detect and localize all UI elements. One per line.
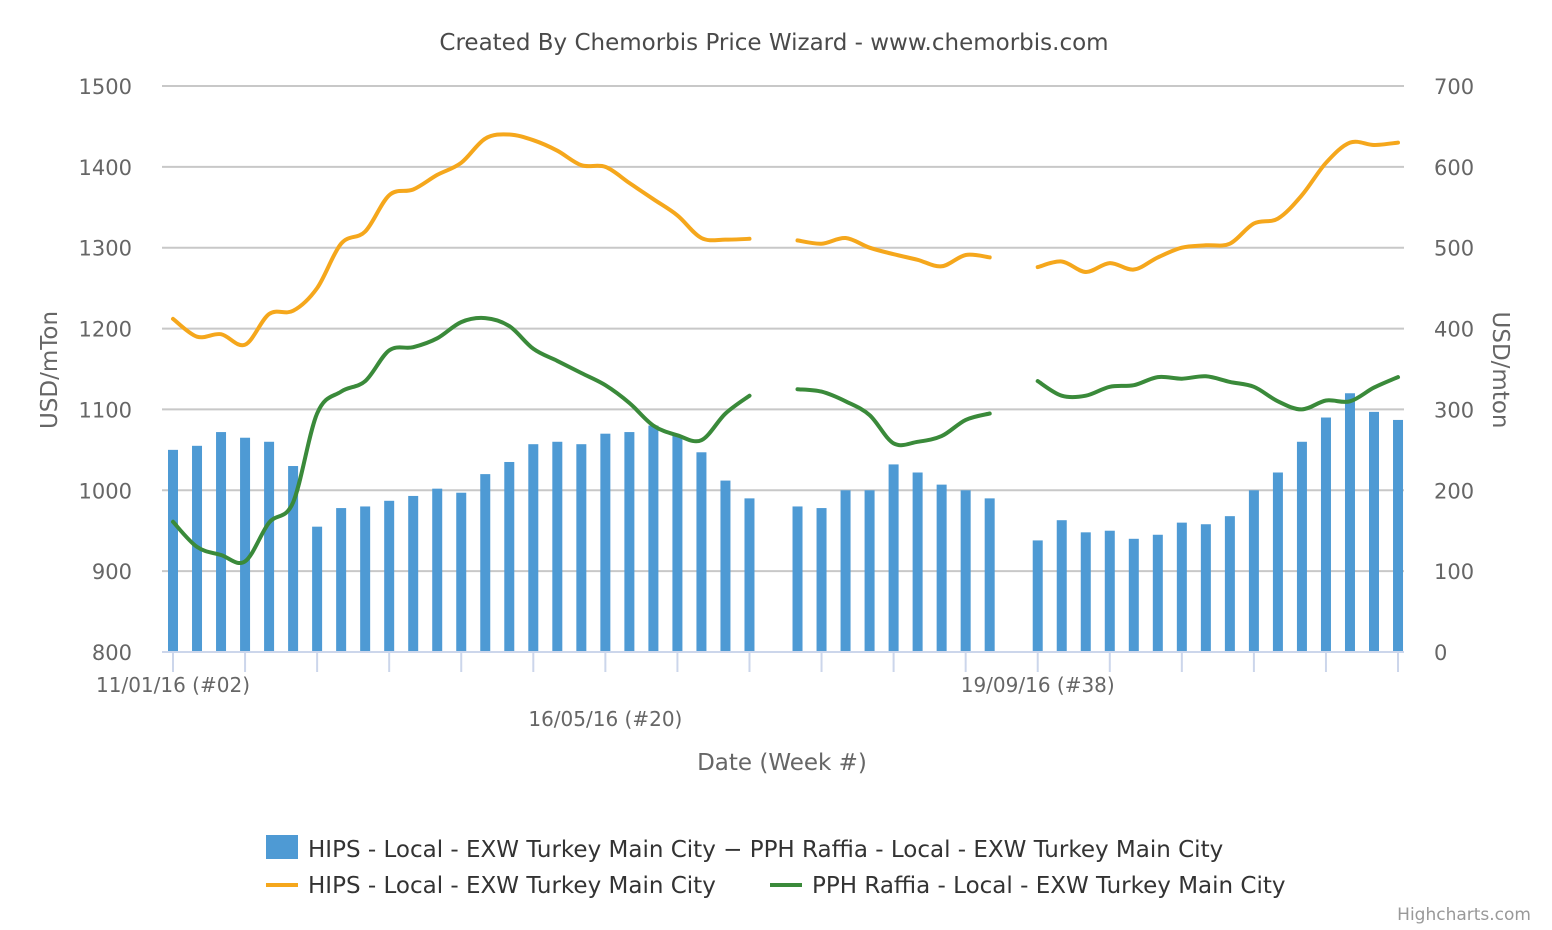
left-tick-label: 1500 [79,75,132,99]
bar[interactable] [1393,419,1404,652]
pph-line[interactable] [795,387,992,448]
bar[interactable] [624,432,635,652]
right-tick-label: 600 [1434,156,1474,180]
legend-label-hips[interactable]: HIPS - Local - EXW Turkey Main City [308,873,716,899]
bar[interactable] [384,500,395,652]
right-tick-label: 500 [1434,237,1474,261]
x-axis [162,651,1404,672]
left-axis-label: USD/mTon [37,311,63,429]
bar[interactable] [528,444,539,652]
bar[interactable] [672,435,683,652]
bar[interactable] [720,480,731,652]
bar[interactable] [960,490,971,652]
bar[interactable] [816,508,827,652]
bar[interactable] [600,433,611,652]
pph-line[interactable] [1035,374,1400,412]
bar[interactable] [456,492,467,652]
bar[interactable] [1104,530,1115,652]
x-axis-label: Date (Week #) [697,750,867,776]
left-tick-label: 1300 [79,237,132,261]
bar[interactable] [936,484,947,652]
bar[interactable] [288,466,299,652]
hips-line[interactable] [795,235,992,269]
bar[interactable] [840,490,851,652]
x-tick-label: 11/01/16 (#02) [96,673,250,697]
left-axis-ticks: 800 900 1000 1100 1200 1300 1400 1500 [79,75,132,665]
right-axis-label: USD/mton [1487,312,1513,429]
left-tick-label: 1000 [79,479,132,503]
bar[interactable] [1344,393,1355,652]
bar[interactable] [792,506,803,652]
left-tick-label: 1200 [79,318,132,342]
bar[interactable] [504,461,515,652]
right-tick-label: 700 [1434,75,1474,99]
bar[interactable] [1248,490,1259,652]
bar[interactable] [216,432,227,652]
bar[interactable] [744,498,755,652]
bar[interactable] [1032,540,1043,652]
bar[interactable] [888,464,899,652]
right-tick-label: 400 [1434,318,1474,342]
bar[interactable] [1320,417,1331,652]
x-tick-label: 16/05/16 (#20) [528,707,682,731]
left-tick-label: 900 [92,560,132,584]
bar[interactable] [360,506,371,652]
bar[interactable] [336,508,347,652]
bar[interactable] [1176,522,1187,652]
bar[interactable] [1056,520,1067,652]
x-tick-label: 19/09/16 (#38) [961,673,1115,697]
pph-line[interactable] [171,315,752,566]
bar-series [168,393,1404,652]
chart-title: Created By Chemorbis Price Wizard - www.… [439,30,1108,56]
bar[interactable] [1200,524,1211,652]
bar[interactable] [432,488,443,652]
bar[interactable] [312,526,323,652]
bar[interactable] [864,490,875,652]
bar[interactable] [912,472,923,652]
bar[interactable] [1224,516,1235,652]
hips-line[interactable] [171,132,752,348]
bar[interactable] [1296,441,1307,652]
hips-line[interactable] [1035,139,1400,275]
legend: HIPS - Local - EXW Turkey Main City − PP… [266,835,1286,899]
bar[interactable] [648,425,659,652]
right-tick-label: 200 [1434,479,1474,503]
bar[interactable] [1369,411,1379,652]
bar[interactable] [168,449,178,652]
bar[interactable] [1128,538,1139,652]
bar[interactable] [408,495,419,652]
x-axis-tick-labels: 11/01/16 (#02) 16/05/16 (#20) 19/09/16 (#3… [96,673,1115,731]
left-tick-label: 1100 [79,398,132,422]
bar[interactable] [264,441,275,652]
right-tick-label: 100 [1434,560,1474,584]
right-tick-label: 0 [1434,641,1447,665]
credits[interactable]: Highcharts.com [1397,905,1531,925]
bar[interactable] [696,452,707,652]
bar[interactable] [984,498,995,652]
legend-swatch-bars[interactable] [266,835,298,859]
right-axis-ticks: 0 100 200 300 400 500 600 700 [1434,75,1474,665]
legend-label-bars[interactable]: HIPS - Local - EXW Turkey Main City − PP… [308,837,1223,863]
grid-lines [162,85,1404,573]
bar[interactable] [480,474,491,652]
bar[interactable] [240,437,251,652]
bar[interactable] [1080,532,1091,652]
left-tick-label: 800 [92,641,132,665]
bar[interactable] [576,444,587,652]
legend-label-pph[interactable]: PPH Raffia - Local - EXW Turkey Main Cit… [812,873,1286,899]
right-tick-label: 300 [1434,398,1474,422]
bar[interactable] [1152,534,1163,652]
bar[interactable] [1272,472,1283,652]
line-series [171,132,1400,566]
left-tick-label: 1400 [79,156,132,180]
bar[interactable] [552,441,563,652]
